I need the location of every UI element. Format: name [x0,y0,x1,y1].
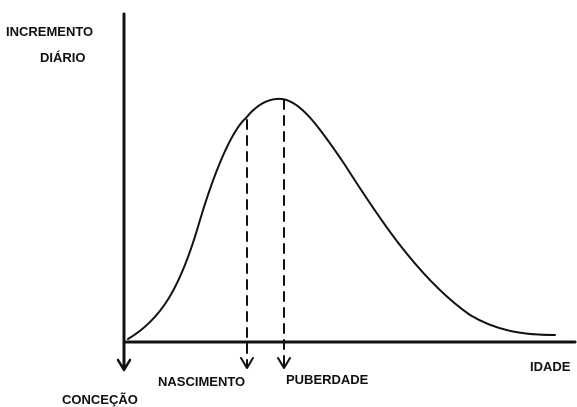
birth-arrow [240,357,254,369]
puberty-arrow [277,357,291,369]
y-axis-label: DIÁRIO [40,50,86,65]
marker-label: PUBERDADE [286,372,369,387]
conception-arrow [116,358,132,372]
marker-label: CONCEÇÃO [62,392,138,407]
growth-curve [127,97,556,340]
x-axis-label: IDADE [530,359,571,374]
y-axis-label: INCREMENTO [6,24,93,39]
marker-label: NASCIMENTO [158,374,245,389]
